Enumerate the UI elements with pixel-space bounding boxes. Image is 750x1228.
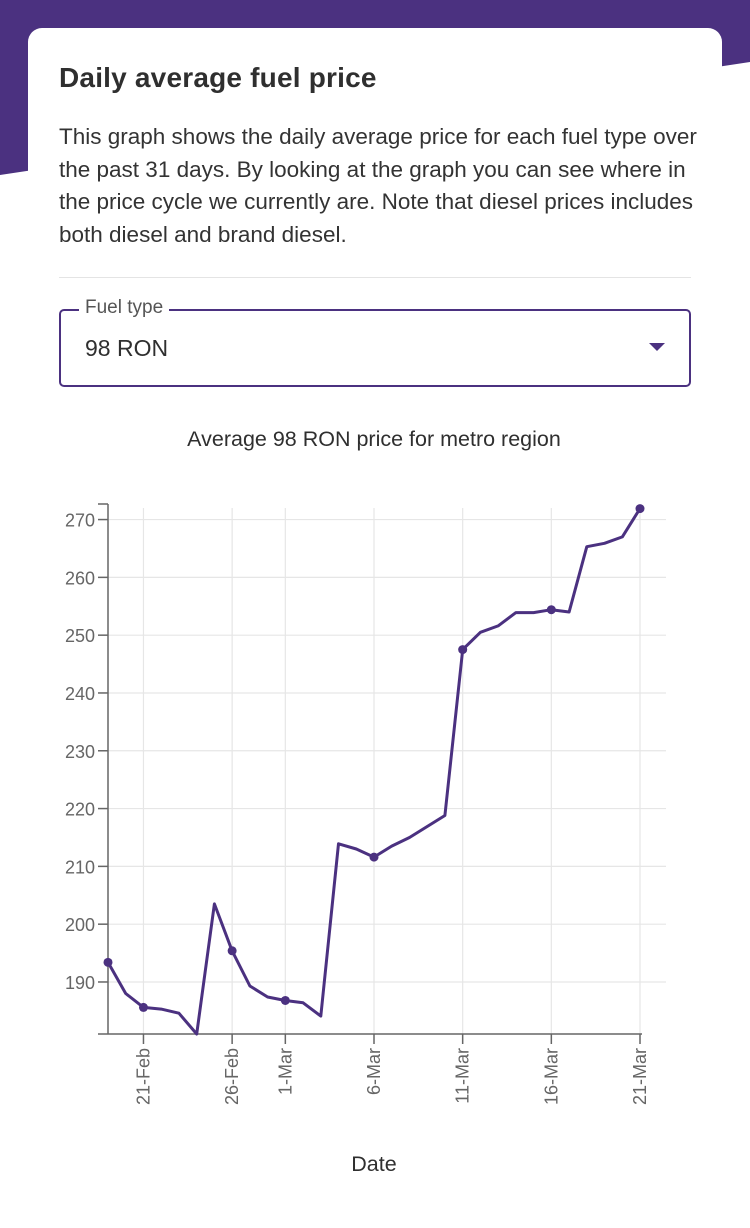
x-tick-label: 11-Mar — [453, 1048, 473, 1104]
x-tick-label: 6-Mar — [364, 1048, 384, 1095]
fuel-type-label: Fuel type — [79, 297, 170, 319]
divider — [59, 277, 691, 278]
y-tick-label: 230 — [65, 742, 95, 762]
card-title: Daily average fuel price — [59, 62, 377, 93]
fuel-price-card: Daily average fuel price This graph show… — [28, 28, 722, 1228]
y-tick-label: 210 — [65, 857, 95, 877]
y-tick-label: 260 — [65, 568, 95, 588]
card-description: This graph shows the daily average price… — [59, 124, 697, 247]
y-tick-label: 270 — [65, 511, 95, 531]
y-tick-label: 200 — [65, 915, 95, 935]
fuel-type-select[interactable]: Fuel type 98 RON — [59, 297, 691, 387]
chevron-down-icon[interactable] — [649, 343, 665, 351]
x-tick-label: 1-Mar — [275, 1048, 295, 1095]
x-tick-label: 16-Mar — [541, 1048, 561, 1105]
fuel-type-value: 98 RON — [85, 335, 169, 361]
data-point — [103, 957, 113, 967]
x-axis-label: Date — [351, 1152, 396, 1176]
x-tick-label: 26-Feb — [222, 1048, 242, 1105]
data-point — [546, 605, 556, 615]
y-tick-label: 240 — [65, 684, 95, 704]
chart-title: Average 98 RON price for metro region — [187, 427, 561, 451]
data-point — [458, 645, 468, 655]
data-point — [138, 1002, 148, 1012]
x-tick-label: 21-Feb — [133, 1048, 153, 1105]
data-point — [227, 946, 237, 956]
price-chart: Average 98 RON price for metro region 190… — [65, 427, 666, 1176]
y-tick-label: 190 — [65, 973, 95, 993]
y-tick-label: 250 — [65, 626, 95, 646]
data-point — [635, 504, 645, 514]
data-point — [280, 995, 290, 1005]
x-tick-label: 21-Mar — [630, 1048, 650, 1105]
data-point — [369, 852, 379, 862]
y-tick-label: 220 — [65, 800, 95, 820]
